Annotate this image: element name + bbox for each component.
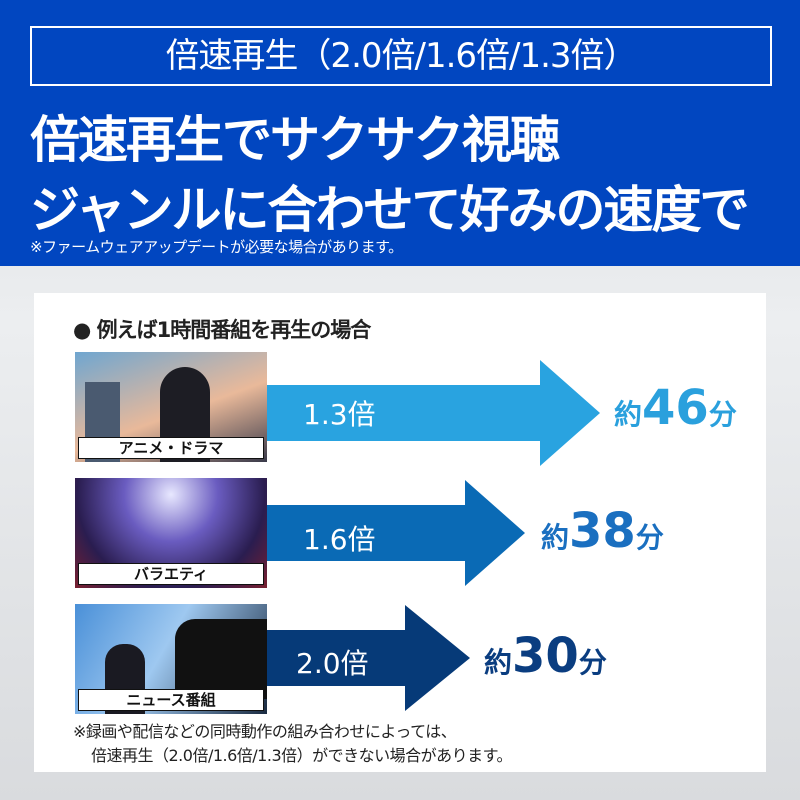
speed-arrow-1 xyxy=(267,360,600,466)
footnote-line-2: 倍速再生（2.0倍/1.6倍/1.3倍）ができない場合があります。 xyxy=(91,746,513,765)
headline-1: 倍速再生でサクサク視聴 xyxy=(30,111,560,169)
title-box: 倍速再生（2.0倍/1.6倍/1.3倍） xyxy=(30,26,772,86)
minutes: 38 xyxy=(569,503,636,559)
genre-label: アニメ・ドラマ xyxy=(78,437,264,459)
speed-label: 2.0倍 xyxy=(296,647,369,680)
result-time-3: 約30分 xyxy=(484,628,607,684)
variety-image: バラエティ xyxy=(75,478,267,588)
footnote-line-1: ※録画や配信などの同時動作の組み合わせによっては、 xyxy=(73,722,457,741)
speed-label: 1.3倍 xyxy=(303,398,376,431)
unit: 分 xyxy=(578,646,607,679)
headline-2: ジャンルに合わせて好みの速度で xyxy=(30,181,749,239)
header-banner: 倍速再生（2.0倍/1.6倍/1.3倍） 倍速再生でサクサク視聴 ジャンルに合わ… xyxy=(0,0,800,266)
result-time-2: 約38分 xyxy=(541,503,664,559)
anime-drama-image: アニメ・ドラマ xyxy=(75,352,267,462)
minutes: 30 xyxy=(512,628,579,684)
prefix: 約 xyxy=(541,521,570,554)
unit: 分 xyxy=(708,398,737,431)
heading-text: 例えば1時間番組を再生の場合 xyxy=(96,318,372,342)
prefix: 約 xyxy=(484,646,513,679)
speed-label: 1.6倍 xyxy=(303,523,376,556)
genre-label: バラエティ xyxy=(78,563,264,585)
news-image: ニュース番組 xyxy=(75,604,267,714)
result-time-1: 約46分 xyxy=(614,380,737,436)
unit: 分 xyxy=(635,521,664,554)
genre-label: ニュース番組 xyxy=(78,689,264,711)
speed-arrow-3 xyxy=(267,605,470,711)
footnote: ※録画や配信などの同時動作の組み合わせによっては、 倍速再生（2.0倍/1.6倍… xyxy=(73,720,513,768)
section-heading: ● 例えば1時間番組を再生の場合 xyxy=(73,318,372,342)
firmware-note: ※ファームウェアアップデートが必要な場合があります。 xyxy=(30,238,403,256)
speed-arrow-2 xyxy=(267,480,525,586)
prefix: 約 xyxy=(614,398,643,431)
minutes: 46 xyxy=(642,380,709,436)
